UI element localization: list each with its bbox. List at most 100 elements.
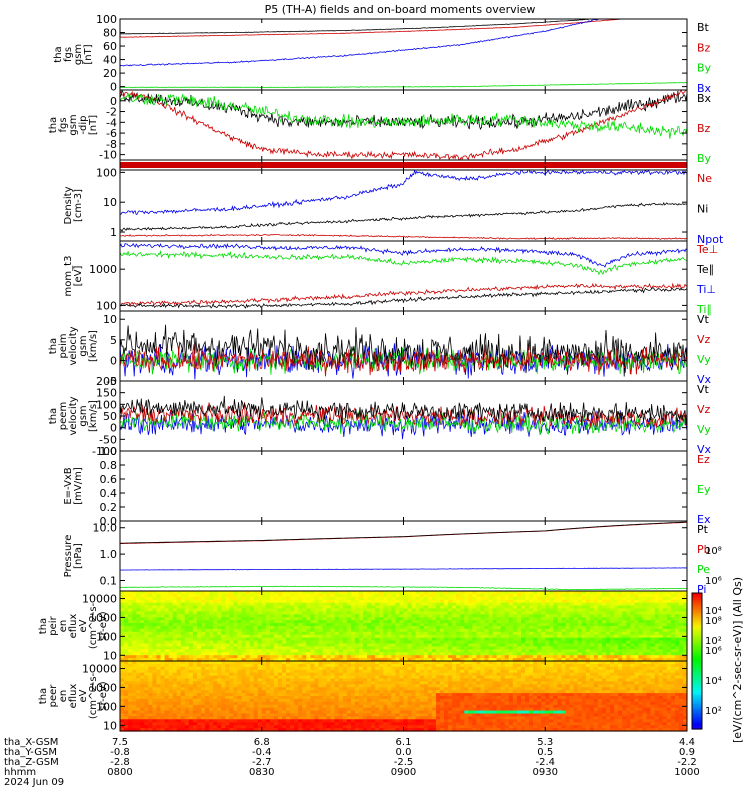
heatmap-cell (148, 672, 153, 677)
heatmap-cell (322, 652, 328, 656)
heatmap-cell (573, 652, 579, 656)
heatmap-cell (577, 681, 583, 685)
heatmap-cell (310, 649, 315, 653)
heatmap-cell (452, 661, 457, 665)
heatmap-cell (521, 684, 526, 688)
heatmap-cell (229, 602, 234, 607)
heatmap-cell (403, 652, 409, 656)
heatmap-cell (638, 608, 643, 612)
heatmap-cell (225, 599, 230, 604)
heatmap-cell (346, 614, 352, 618)
heatmap-cell (460, 617, 465, 621)
heatmap-cell (557, 652, 562, 656)
heatmap-cell (622, 666, 627, 671)
heatmap-cell (670, 652, 676, 656)
heatmap-cell (545, 631, 550, 636)
heatmap-cell (456, 672, 461, 677)
heatmap-cell (480, 669, 485, 674)
heatmap-cell (654, 684, 660, 688)
heatmap-cell (606, 661, 611, 665)
heatmap-cell (277, 611, 283, 615)
heatmap-cell (638, 628, 643, 633)
heatmap-cell (128, 687, 133, 691)
heatmap-cell (379, 626, 384, 630)
y-tick-label: -2 (106, 106, 117, 119)
heatmap-cell (330, 626, 336, 630)
heatmap-cell (448, 655, 453, 659)
heatmap-cell (330, 620, 336, 624)
heatmap-cell (573, 599, 579, 604)
heatmap-cell (176, 661, 182, 665)
heatmap-cell (630, 643, 635, 647)
heatmap-cell (431, 611, 437, 615)
heatmap-cell (444, 640, 449, 645)
heatmap-cell (529, 593, 534, 598)
heatmap-cell (383, 599, 388, 604)
heatmap-cell (354, 649, 360, 653)
heatmap-cell (217, 681, 222, 685)
heatmap-cell (476, 605, 481, 610)
heatmap-cell (346, 602, 352, 607)
y-axis-label: gsm (78, 405, 89, 426)
heatmap-cell (164, 678, 170, 682)
heatmap-cell (678, 637, 684, 642)
heatmap-cell (363, 626, 368, 630)
heatmap-cell (581, 611, 587, 615)
heatmap-cell (549, 634, 554, 639)
heatmap-cell (411, 646, 417, 650)
heatmap-cell (662, 605, 668, 610)
heatmap-cell (196, 617, 202, 621)
heatmap-cell (537, 663, 542, 668)
heatmap-cell (606, 663, 611, 668)
heatmap-cell (383, 666, 388, 671)
heatmap-cell (205, 599, 210, 604)
heatmap-cell (435, 663, 441, 668)
heatmap-cell (553, 637, 558, 642)
heatmap-cell (602, 678, 607, 682)
heatmap-cell (221, 675, 226, 680)
heatmap-cell (241, 640, 247, 645)
heatmap-cell (448, 614, 453, 618)
heatmap-cell (427, 678, 433, 682)
heatmap-cell (354, 605, 360, 610)
heatmap-cell (395, 672, 400, 677)
heatmap-cell (602, 672, 607, 677)
heatmap-cell (460, 614, 465, 618)
heatmap-cell (541, 611, 546, 615)
heatmap-cell (585, 637, 591, 642)
heatmap-cell (387, 655, 392, 659)
heatmap-cell (314, 666, 319, 671)
heatmap-cell (144, 614, 149, 618)
heatmap-cell (508, 631, 514, 636)
heatmap-cell (310, 611, 315, 615)
heatmap-cell (229, 611, 234, 615)
heatmap-cell (265, 684, 271, 688)
heatmap-cell (188, 626, 194, 630)
heatmap-cell (662, 596, 668, 601)
heatmap-cell (387, 608, 392, 612)
heatmap-cell (488, 655, 494, 659)
heatmap-cell (387, 593, 392, 598)
heatmap-cell (569, 605, 575, 610)
heatmap-cell (415, 640, 421, 645)
heatmap-cell (387, 626, 392, 630)
heatmap-cell (654, 593, 660, 598)
heatmap-cell (221, 599, 226, 604)
heatmap-cell (565, 652, 571, 656)
heatmap-cell (666, 614, 672, 618)
heatmap-cell (460, 602, 465, 607)
heatmap-cell (124, 655, 129, 659)
heatmap-cell (549, 684, 554, 688)
heatmap-cell (346, 596, 352, 601)
heatmap-cell (302, 628, 307, 633)
heatmap-cell (589, 669, 595, 674)
heatmap-cell (419, 628, 425, 633)
heatmap-cell (593, 623, 599, 627)
heatmap-cell (439, 614, 445, 618)
heatmap-cell (521, 655, 526, 659)
heatmap-cell (196, 646, 202, 650)
heatmap-cell (650, 672, 656, 677)
heatmap-cell (286, 655, 291, 659)
heatmap-cell (294, 643, 299, 647)
heatmap-cell (585, 681, 591, 685)
